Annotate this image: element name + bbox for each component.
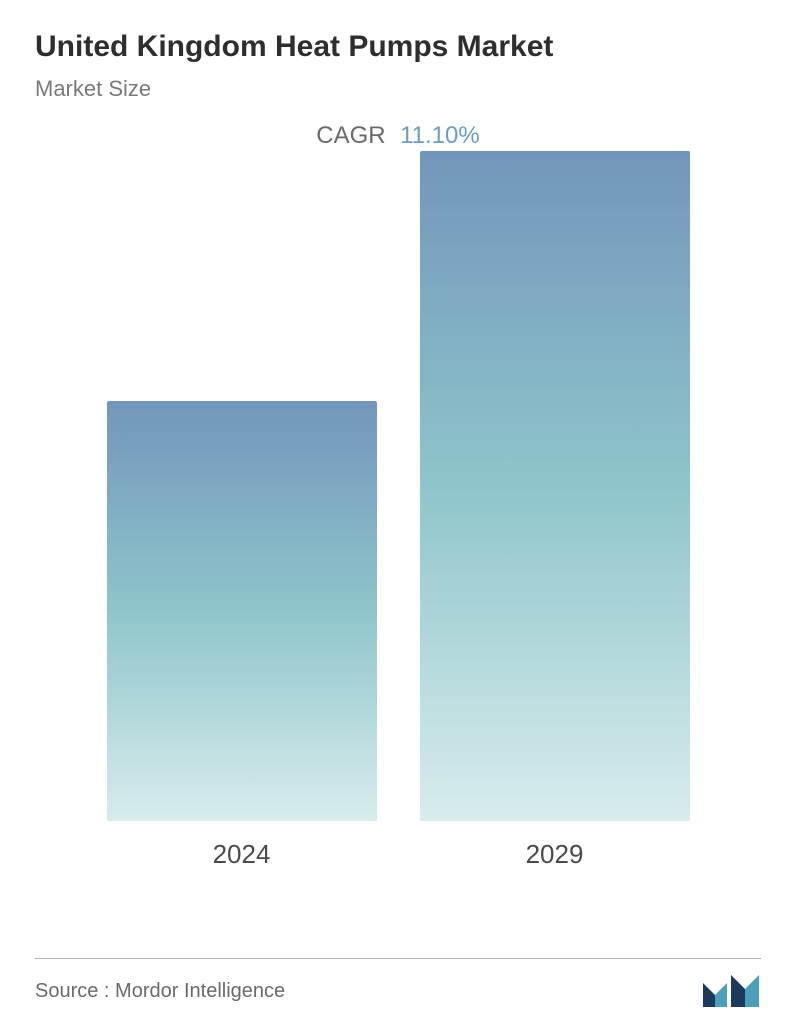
bar-wrapper-0: 2024 xyxy=(107,401,377,870)
source-value: Mordor Intelligence xyxy=(115,980,285,1002)
bar-wrapper-1: 2029 xyxy=(420,151,690,870)
bar-label-1: 2029 xyxy=(526,839,584,870)
footer: Source : Mordor Intelligence xyxy=(35,963,761,1009)
logo-icon xyxy=(701,973,761,1009)
cagr-row: CAGR 11.10% xyxy=(35,122,761,150)
bar-1 xyxy=(420,151,690,821)
cagr-label: CAGR xyxy=(316,122,385,150)
bar-0 xyxy=(107,401,377,821)
logo xyxy=(701,973,761,1009)
bar-label-0: 2024 xyxy=(213,839,271,870)
cagr-value: 11.10% xyxy=(400,122,480,150)
chart-area: 2024 2029 xyxy=(35,190,761,870)
chart-title: United Kingdom Heat Pumps Market xyxy=(35,30,761,64)
chart-subtitle: Market Size xyxy=(35,76,761,102)
source-label: Source : xyxy=(35,980,109,1002)
source-text: Source : Mordor Intelligence xyxy=(35,980,285,1003)
